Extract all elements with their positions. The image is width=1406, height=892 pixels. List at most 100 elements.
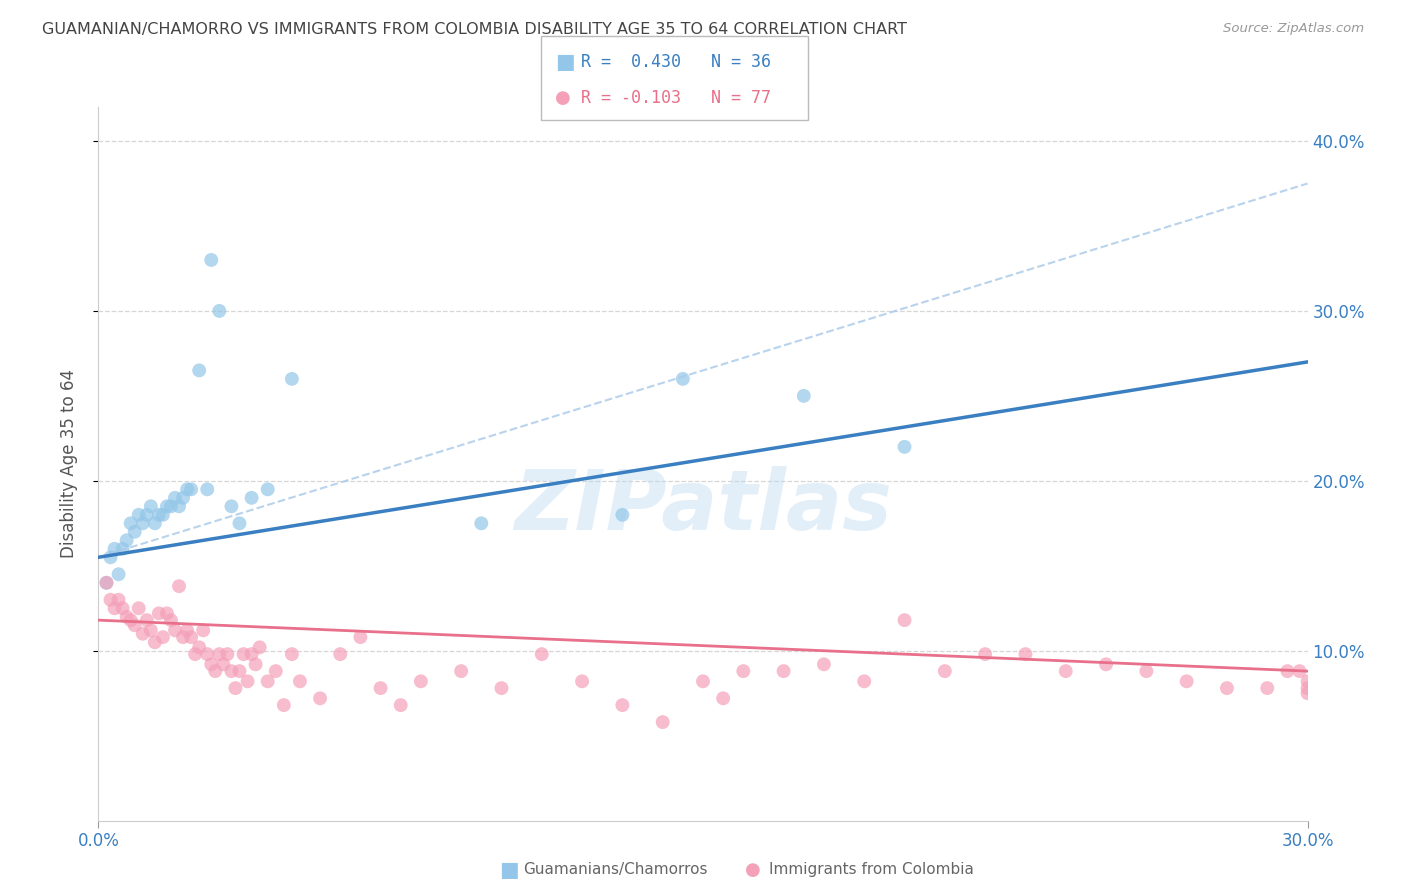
Point [107, 567, 129, 582]
Point [96, 575, 118, 590]
Point [288, 674, 311, 689]
Point [115, 609, 138, 624]
Point [934, 664, 956, 678]
Point [160, 500, 183, 514]
Point [103, 601, 125, 615]
Point [107, 592, 129, 607]
Text: R = -0.103   N = 77: R = -0.103 N = 77 [581, 89, 770, 107]
Point [264, 664, 287, 678]
Point [1014, 647, 1036, 661]
Point [309, 691, 332, 706]
Point [188, 640, 211, 655]
Point [212, 657, 235, 672]
Point [143, 635, 166, 649]
Text: Immigrants from Colombia: Immigrants from Colombia [769, 863, 974, 877]
Point [120, 516, 142, 531]
Point [450, 664, 472, 678]
Point [135, 508, 157, 522]
Point [180, 630, 202, 644]
Point [711, 691, 734, 706]
Point [256, 674, 278, 689]
Point [893, 440, 915, 454]
Point [152, 630, 174, 644]
Point [132, 626, 155, 640]
Point [1277, 664, 1299, 678]
Point [156, 607, 179, 621]
Point [128, 601, 150, 615]
Text: Source: ZipAtlas.com: Source: ZipAtlas.com [1223, 22, 1364, 36]
Point [249, 640, 271, 655]
Point [273, 698, 295, 712]
Point [281, 372, 304, 386]
Point [240, 647, 263, 661]
Point [571, 674, 593, 689]
Point [228, 516, 250, 531]
Point [148, 508, 170, 522]
Point [152, 508, 174, 522]
Point [167, 579, 190, 593]
Point [232, 647, 254, 661]
Point [139, 500, 162, 514]
Point [1175, 674, 1198, 689]
Point [163, 491, 186, 505]
Point [143, 516, 166, 531]
Point [172, 630, 194, 644]
Point [1256, 681, 1278, 695]
Point [100, 550, 122, 565]
Point [103, 541, 125, 556]
Point [120, 613, 142, 627]
Text: Guamanians/Chamorros: Guamanians/Chamorros [523, 863, 707, 877]
Text: ■: ■ [499, 860, 519, 880]
Point [612, 508, 634, 522]
Point [853, 674, 876, 689]
Text: ■: ■ [555, 53, 575, 72]
Point [156, 500, 179, 514]
Point [370, 681, 392, 695]
Point [195, 483, 218, 497]
Point [612, 698, 634, 712]
Point [188, 363, 211, 377]
Point [176, 624, 198, 638]
Point [491, 681, 513, 695]
Point [228, 664, 250, 678]
Point [1135, 664, 1157, 678]
Point [651, 715, 673, 730]
Text: ●: ● [555, 89, 571, 107]
Point [139, 624, 162, 638]
Point [184, 647, 207, 661]
Point [148, 607, 170, 621]
Point [195, 647, 218, 661]
Point [236, 674, 259, 689]
Point [240, 491, 263, 505]
Point [176, 483, 198, 497]
Point [124, 524, 146, 539]
Point [1296, 674, 1319, 689]
Point [1296, 686, 1319, 700]
Point [111, 601, 134, 615]
Point [672, 372, 695, 386]
Point [100, 592, 122, 607]
Point [96, 575, 118, 590]
Point [135, 613, 157, 627]
Text: R =  0.430   N = 36: R = 0.430 N = 36 [581, 54, 770, 71]
Point [813, 657, 835, 672]
Point [221, 500, 243, 514]
Point [733, 664, 755, 678]
Point [224, 681, 246, 695]
Text: GUAMANIAN/CHAMORRO VS IMMIGRANTS FROM COLOMBIA DISABILITY AGE 35 TO 64 CORRELATI: GUAMANIAN/CHAMORRO VS IMMIGRANTS FROM CO… [42, 22, 907, 37]
Point [180, 483, 202, 497]
Point [974, 647, 997, 661]
Point [132, 516, 155, 531]
Point [893, 613, 915, 627]
Point [692, 674, 714, 689]
Point [1288, 664, 1310, 678]
Point [1216, 681, 1239, 695]
Point [128, 508, 150, 522]
Text: ZIPatlas: ZIPatlas [515, 467, 891, 547]
Point [204, 664, 226, 678]
Point [256, 483, 278, 497]
Point [245, 657, 267, 672]
Point [200, 657, 222, 672]
Point [281, 647, 304, 661]
Point [1054, 664, 1077, 678]
